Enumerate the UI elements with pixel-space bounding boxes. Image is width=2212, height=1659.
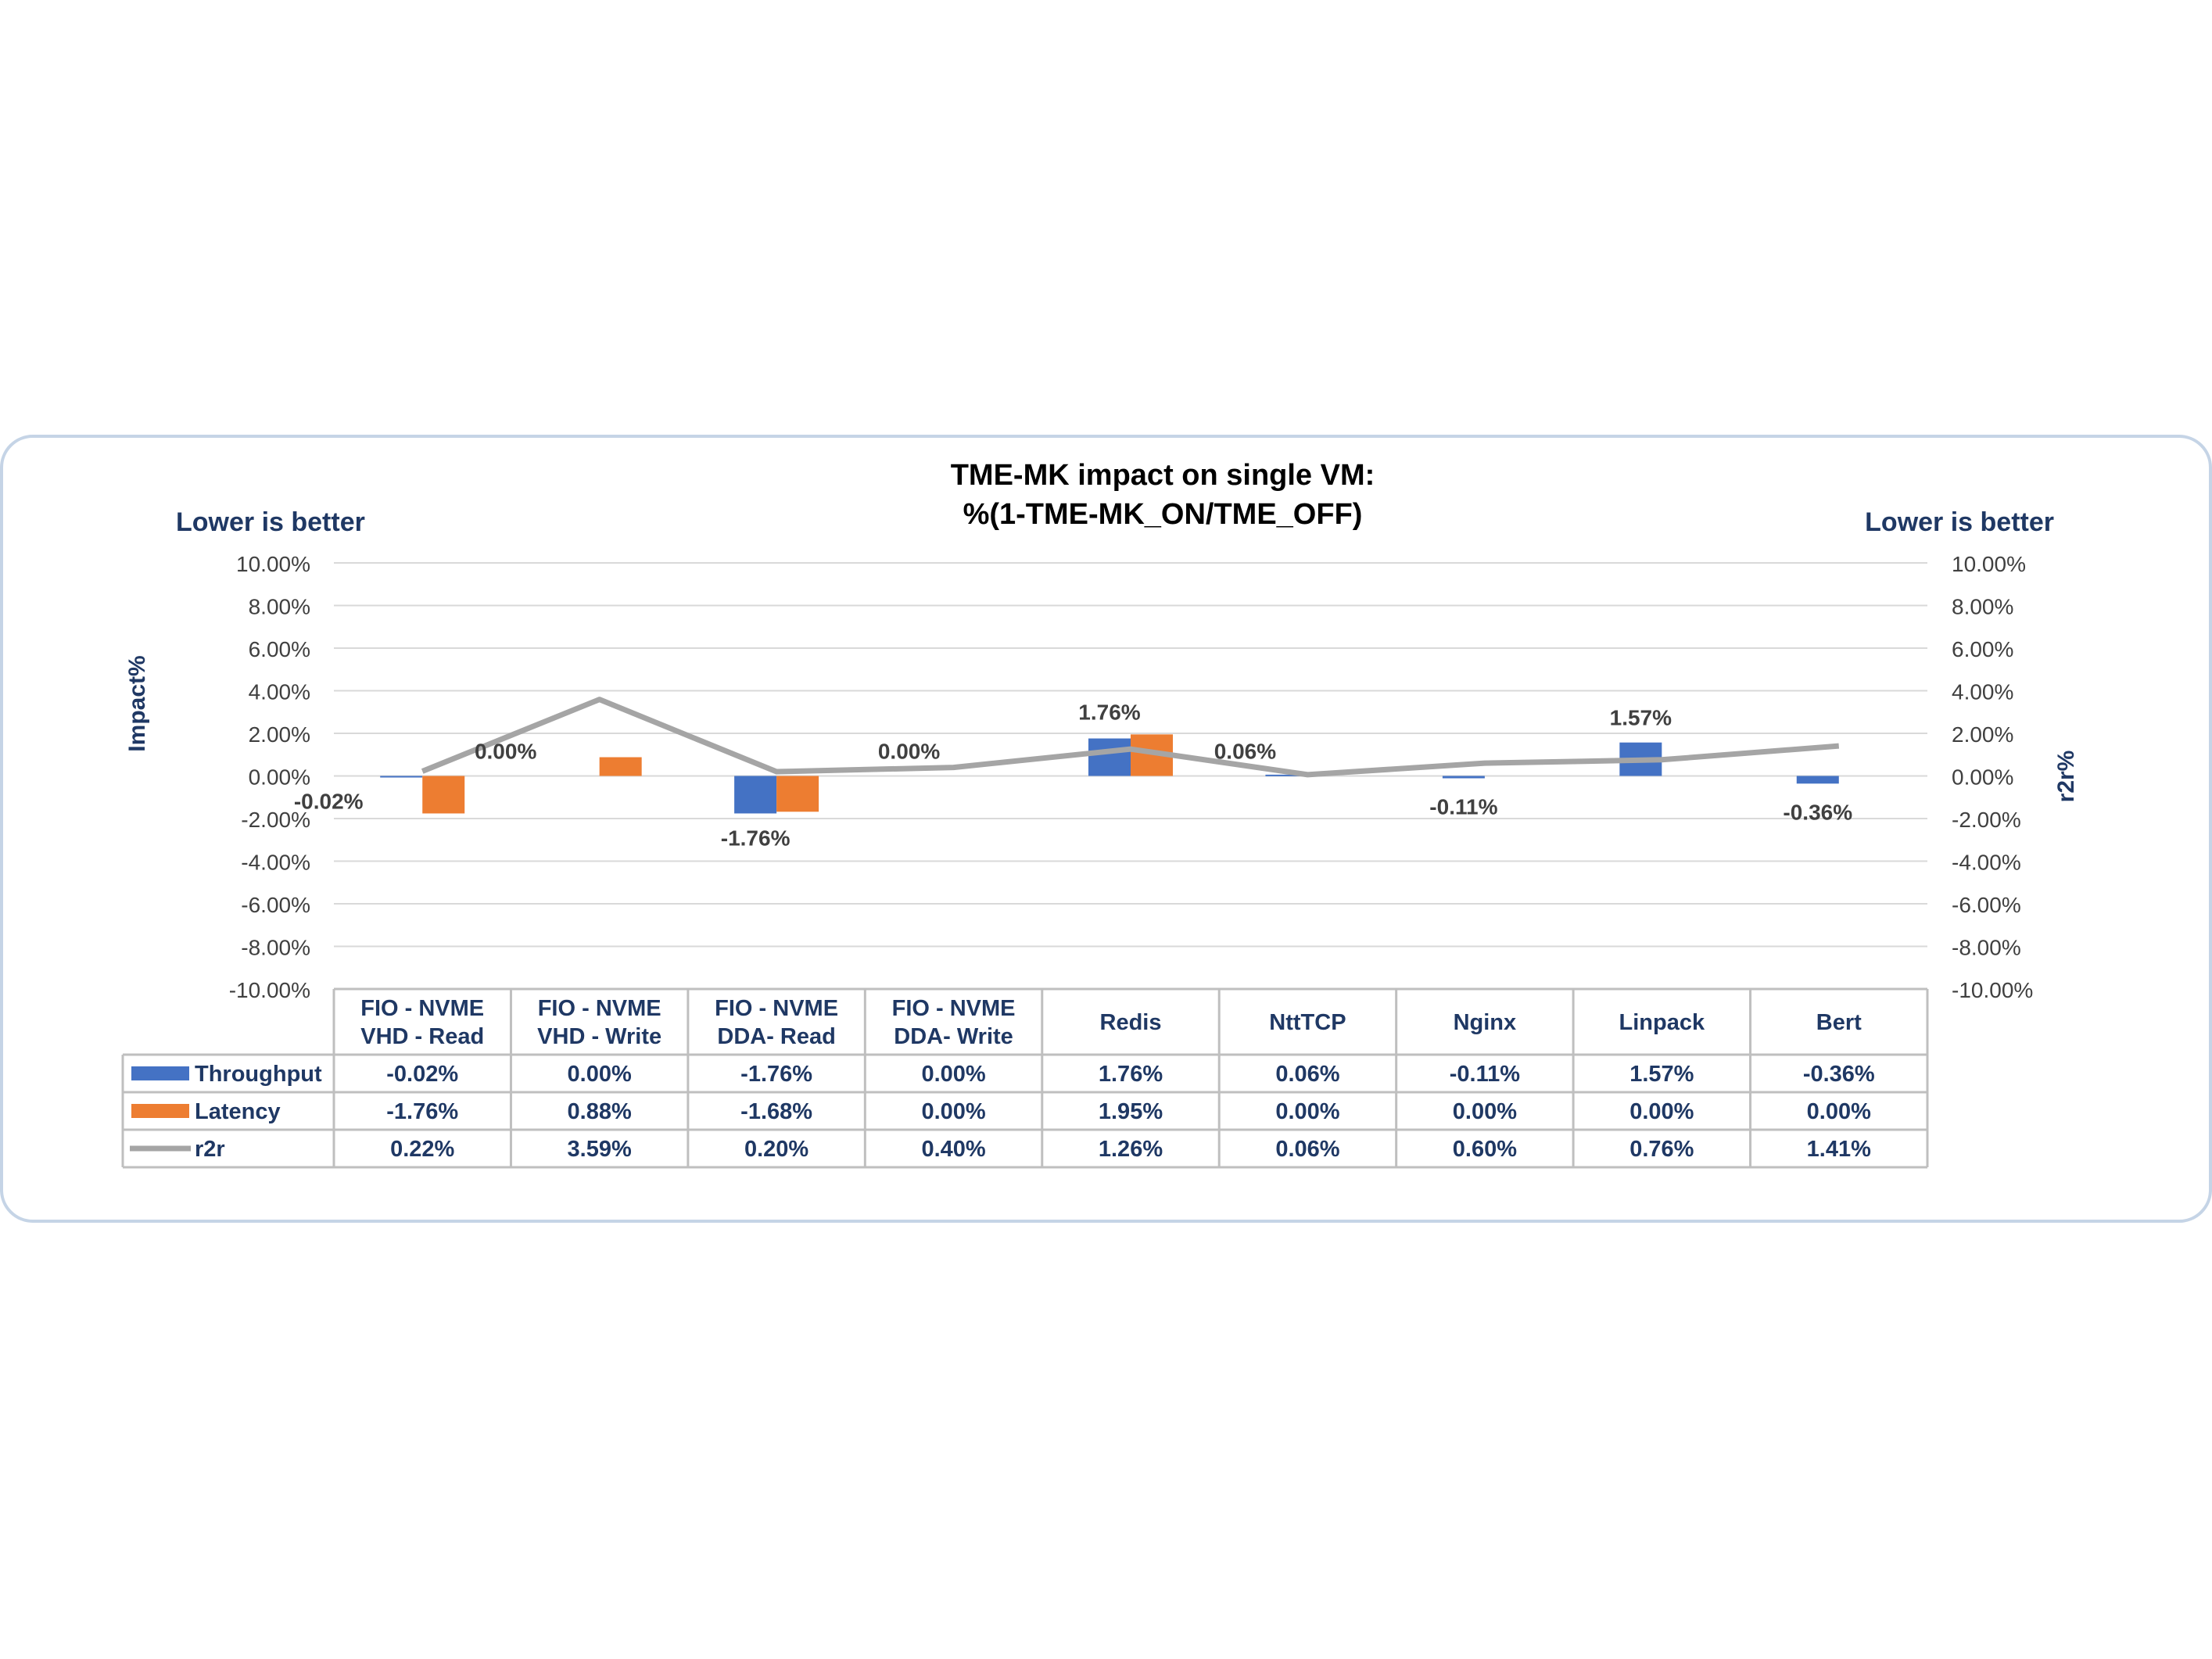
- table-cell: 0.40%: [921, 1137, 985, 1162]
- y-tick-label: 10.00%: [236, 552, 310, 576]
- data-label: -0.02%: [294, 790, 364, 814]
- data-label: 0.00%: [878, 740, 940, 764]
- table-cell: 0.00%: [1453, 1099, 1517, 1124]
- category-label: Linpack: [1619, 1010, 1705, 1035]
- r2r-line: [421, 697, 1840, 778]
- y-tick-label: -8.00%: [241, 936, 310, 960]
- data-label: 0.00%: [475, 740, 536, 764]
- table-cell: 1.76%: [1099, 1062, 1163, 1087]
- y2-tick-label: -10.00%: [1952, 978, 2033, 1002]
- y2-tick-label: 4.00%: [1952, 680, 2013, 704]
- chart-border: [0, 435, 2212, 1223]
- y-tick-label: 6.00%: [249, 637, 310, 661]
- table-cell: -1.76%: [386, 1099, 458, 1124]
- throughput-bar: [734, 776, 777, 814]
- data-label: 1.57%: [1610, 706, 1672, 730]
- category-label: VHD - Write: [537, 1024, 661, 1049]
- y-tick-label: 0.00%: [249, 765, 310, 790]
- category-label: DDA- Read: [717, 1024, 835, 1049]
- data-label: -1.76%: [721, 826, 791, 851]
- table-cell: -1.76%: [740, 1062, 812, 1087]
- category-label: FIO - NVME: [538, 996, 661, 1021]
- y2-tick-label: 10.00%: [1952, 552, 2026, 576]
- category-label: NttTCP: [1269, 1010, 1346, 1035]
- table-cell: 1.26%: [1099, 1137, 1163, 1162]
- table-cell: 0.06%: [1275, 1062, 1339, 1087]
- table-cell: 0.60%: [1453, 1137, 1517, 1162]
- y2-tick-label: -8.00%: [1952, 936, 2021, 960]
- chart-title: TME-MK impact on single VM:: [951, 459, 1375, 492]
- y-axis-label: Impact%: [124, 655, 150, 751]
- y2-tick-label: 6.00%: [1952, 637, 2013, 661]
- y-tick-label: -4.00%: [241, 851, 310, 875]
- table-cell: 1.57%: [1629, 1062, 1694, 1087]
- category-label: VHD - Read: [360, 1024, 484, 1049]
- table-cell: -0.11%: [1450, 1062, 1520, 1087]
- y-tick-label: 2.00%: [249, 722, 310, 747]
- y2-tick-label: 8.00%: [1952, 595, 2013, 619]
- table-cell: 0.22%: [390, 1137, 454, 1162]
- category-label: Nginx: [1454, 1010, 1517, 1035]
- category-label: FIO - NVME: [892, 996, 1016, 1021]
- data-table: FIO - NVME VHD - Read FIO - NVME VHD - Writ…: [121, 987, 1929, 1169]
- table-cell: 0.00%: [568, 1062, 632, 1087]
- table-cell: -0.36%: [1803, 1062, 1875, 1087]
- legend-label: r2r: [195, 1137, 225, 1162]
- y-tick-labels: 10.00% 8.00% 6.00% 4.00% 2.00% 0.00% -2.00% -4.…: [229, 552, 310, 1002]
- table-cell: 0.06%: [1275, 1137, 1339, 1162]
- table-cell: 0.00%: [921, 1099, 985, 1124]
- table-cell: 1.95%: [1099, 1099, 1163, 1124]
- data-label: 0.06%: [1214, 740, 1276, 764]
- y2-axis-label: r2r%: [2053, 751, 2079, 803]
- table-cell: 0.00%: [1629, 1099, 1694, 1124]
- table-cell: -1.68%: [740, 1099, 812, 1124]
- y2-tick-label: 2.00%: [1952, 722, 2013, 747]
- left-note: Lower is better: [176, 507, 365, 537]
- throughput-bar: [1442, 776, 1485, 779]
- throughput-bar: [1088, 738, 1131, 776]
- legend-key-throughput: [131, 1066, 189, 1080]
- latency-bar: [599, 757, 642, 776]
- table-cell: 0.76%: [1629, 1137, 1694, 1162]
- table-cell: 0.20%: [744, 1137, 808, 1162]
- y-tick-label: -10.00%: [229, 978, 310, 1002]
- y2-tick-label: -6.00%: [1952, 893, 2021, 917]
- y2-tick-label: -2.00%: [1952, 808, 2021, 832]
- table-cell: 3.59%: [568, 1137, 632, 1162]
- throughput-bar: [380, 776, 423, 778]
- throughput-bar: [1265, 774, 1308, 776]
- category-label: Bert: [1816, 1010, 1862, 1035]
- latency-bar: [776, 776, 819, 812]
- table-cell: 0.00%: [1807, 1099, 1871, 1124]
- table-cell: 0.88%: [568, 1099, 632, 1124]
- table-cell: -0.02%: [386, 1062, 458, 1087]
- y-tick-label: 4.00%: [249, 680, 310, 704]
- data-label: -0.11%: [1429, 794, 1497, 819]
- table-cell: 0.00%: [1275, 1099, 1339, 1124]
- table-cell: 0.00%: [921, 1062, 985, 1087]
- y2-tick-label: 0.00%: [1952, 765, 2013, 790]
- category-label: FIO - NVME: [715, 996, 838, 1021]
- data-label: 1.76%: [1078, 701, 1140, 725]
- table-cell: 1.41%: [1807, 1137, 1871, 1162]
- y-tick-label: 8.00%: [249, 595, 310, 619]
- y-tick-label: -2.00%: [241, 808, 310, 832]
- r2r-line-group: [421, 697, 1840, 778]
- legend-label: Latency: [195, 1099, 281, 1124]
- category-label: Redis: [1100, 1010, 1162, 1035]
- legend-label: Throughput: [195, 1062, 322, 1087]
- category-label: FIO - NVME: [360, 996, 484, 1021]
- legend-key-latency: [131, 1104, 189, 1118]
- y-tick-label: -6.00%: [241, 893, 310, 917]
- data-labels: -0.02% 0.00% -1.76% 0.00% 1.76% 0.06% -0.11% 1.…: [294, 701, 1852, 851]
- y2-tick-labels: 10.00% 8.00% 6.00% 4.00% 2.00% 0.00% -2.00% -4.…: [1952, 552, 2033, 1002]
- category-label: DDA- Write: [894, 1024, 1013, 1049]
- y2-tick-label: -4.00%: [1952, 851, 2021, 875]
- throughput-bar: [1796, 776, 1839, 784]
- latency-bar: [422, 776, 465, 814]
- data-label: -0.36%: [1783, 800, 1852, 824]
- chart-subtitle: %(1-TME-MK_ON/TME_OFF): [963, 498, 1363, 531]
- right-note: Lower is better: [1865, 507, 2054, 537]
